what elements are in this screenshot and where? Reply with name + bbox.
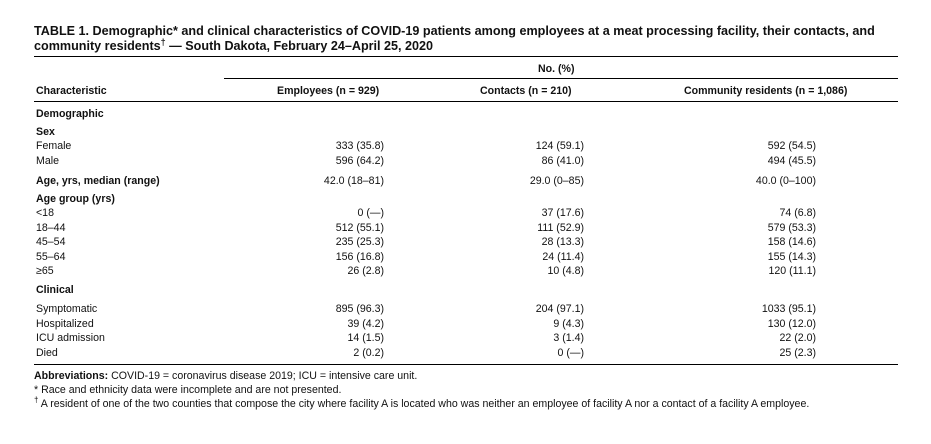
table-row: 45–54 235 (25.3) 28 (13.3) 158 (14.6) xyxy=(0,236,931,249)
row-label: Female xyxy=(36,140,72,152)
table-row: ≥65 26 (2.8) 10 (4.8) 120 (11.1) xyxy=(0,265,931,278)
table-title-tail: — South Dakota, February 24–April 25, 20… xyxy=(165,39,434,53)
row-label: 55–64 xyxy=(36,251,66,263)
row-label: 45–54 xyxy=(36,236,66,248)
contacts-cell: 204 (97.1) xyxy=(535,303,584,315)
abbreviations-label: Abbreviations: xyxy=(34,370,109,382)
community-cell: 40.0 (0–100) xyxy=(755,175,816,187)
table-row: ICU admission 14 (1.5) 3 (1.4) 22 (2.0) xyxy=(0,332,931,345)
community-cell: 592 (54.5) xyxy=(767,140,816,152)
employees-cell: 156 (16.8) xyxy=(335,251,384,263)
characteristic-header: Characteristic xyxy=(36,85,107,97)
table-row: <18 0 (—) 37 (17.6) 74 (6.8) xyxy=(0,207,931,220)
contacts-cell: 29.0 (0–85) xyxy=(529,175,584,187)
table-row: Symptomatic 895 (96.3) 204 (97.1) 1033 (… xyxy=(0,303,931,316)
bottom-rule xyxy=(34,364,898,365)
dagger-mark: † xyxy=(160,36,166,47)
table-title-main: TABLE 1. Demographic* and clinical chara… xyxy=(34,24,875,53)
top-rule xyxy=(34,56,898,57)
employees-header: Employees (n = 929) xyxy=(277,85,380,97)
community-header: Community residents (n = 1,086) xyxy=(684,85,848,97)
section-sex: Sex xyxy=(36,126,55,138)
employees-cell: 235 (25.3) xyxy=(335,236,384,248)
contacts-header: Contacts (n = 210) xyxy=(480,85,572,97)
employees-cell: 333 (35.8) xyxy=(335,140,384,152)
table-row: 18–44 512 (55.1) 111 (52.9) 579 (53.3) xyxy=(0,222,931,235)
contacts-cell: 37 (17.6) xyxy=(541,207,584,219)
contacts-cell: 24 (11.4) xyxy=(542,251,584,263)
contacts-cell: 86 (41.0) xyxy=(541,155,584,167)
row-label: ≥65 xyxy=(36,265,54,277)
community-cell: 155 (14.3) xyxy=(767,251,816,263)
community-cell: 25 (2.3) xyxy=(779,347,816,359)
span-rule xyxy=(224,78,898,79)
community-cell: 130 (12.0) xyxy=(767,318,816,330)
section-demographic: Demographic xyxy=(36,108,104,120)
contacts-cell: 124 (59.1) xyxy=(535,140,584,152)
row-label: Symptomatic xyxy=(36,303,98,315)
community-cell: 1033 (95.1) xyxy=(761,303,816,315)
contacts-cell: 111 (52.9) xyxy=(537,222,584,234)
row-label: Hospitalized xyxy=(36,318,94,330)
contacts-cell: 28 (13.3) xyxy=(541,236,584,248)
section-clinical: Clinical xyxy=(36,284,74,296)
abbreviations-text: COVID-19 = coronavirus disease 2019; ICU… xyxy=(108,370,418,382)
employees-cell: 512 (55.1) xyxy=(335,222,384,234)
row-label: ICU admission xyxy=(36,332,105,344)
dagger-footnote-mark: † xyxy=(34,395,39,405)
row-label: Male xyxy=(36,155,59,167)
row-label: Age, yrs, median (range) xyxy=(36,175,160,187)
contacts-cell: 10 (4.8) xyxy=(547,265,584,277)
dagger-footnote-text: A resident of one of the two counties th… xyxy=(38,398,810,410)
table-row: 55–64 156 (16.8) 24 (11.4) 155 (14.3) xyxy=(0,251,931,264)
community-cell: 120 (11.1) xyxy=(768,265,816,277)
contacts-cell: 3 (1.4) xyxy=(553,332,584,344)
employees-cell: 39 (4.2) xyxy=(347,318,384,330)
contacts-cell: 0 (—) xyxy=(557,347,584,359)
abbreviations-note: Abbreviations: COVID-19 = coronavirus di… xyxy=(34,370,417,383)
employees-cell: 2 (0.2) xyxy=(353,347,384,359)
row-label: 18–44 xyxy=(36,222,66,234)
no-percent-header: No. (%) xyxy=(538,63,575,75)
community-cell: 22 (2.0) xyxy=(779,332,816,344)
table-row: Male 596 (64.2) 86 (41.0) 494 (45.5) xyxy=(0,155,931,168)
contacts-cell: 9 (4.3) xyxy=(553,318,584,330)
table-row: Died 2 (0.2) 0 (—) 25 (2.3) xyxy=(0,347,931,360)
dagger-footnote: † A resident of one of the two counties … xyxy=(34,395,810,411)
table-title: TABLE 1. Demographic* and clinical chara… xyxy=(34,24,904,54)
employees-cell: 596 (64.2) xyxy=(335,155,384,167)
star-footnote: * Race and ethnicity data were incomplet… xyxy=(34,384,342,396)
community-cell: 158 (14.6) xyxy=(767,236,816,248)
employees-cell: 26 (2.8) xyxy=(347,265,384,277)
header-rule xyxy=(34,101,898,102)
community-cell: 494 (45.5) xyxy=(767,155,816,167)
row-label: Died xyxy=(36,347,58,359)
employees-cell: 0 (—) xyxy=(357,207,384,219)
table-row: Age, yrs, median (range) 42.0 (18–81) 29… xyxy=(0,175,931,188)
employees-cell: 895 (96.3) xyxy=(335,303,384,315)
section-age-group: Age group (yrs) xyxy=(36,193,115,205)
employees-cell: 14 (1.5) xyxy=(347,332,384,344)
table-row: Female 333 (35.8) 124 (59.1) 592 (54.5) xyxy=(0,140,931,153)
community-cell: 579 (53.3) xyxy=(767,222,816,234)
employees-cell: 42.0 (18–81) xyxy=(323,175,384,187)
table-row: Hospitalized 39 (4.2) 9 (4.3) 130 (12.0) xyxy=(0,318,931,331)
community-cell: 74 (6.8) xyxy=(779,207,816,219)
row-label: <18 xyxy=(36,207,54,219)
